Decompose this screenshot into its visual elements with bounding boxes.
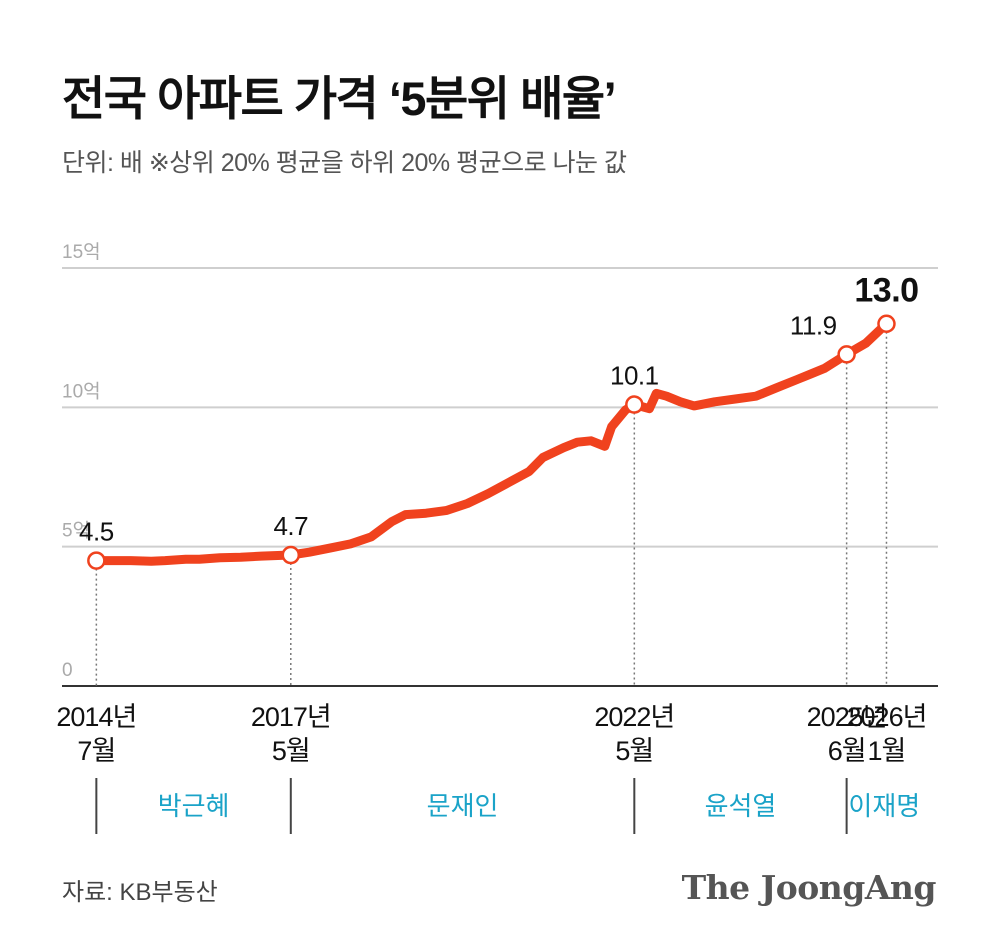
era-label: 윤석열 xyxy=(705,791,777,821)
x-tick-label: 2022년 xyxy=(594,702,674,732)
data-label: 4.7 xyxy=(273,511,308,541)
x-tick-label: 2014년 xyxy=(56,702,136,732)
series-line xyxy=(91,319,891,566)
y-tick-label: 0 xyxy=(62,660,73,681)
x-tick-label: 2026년 xyxy=(847,702,927,732)
x-tick-label: 5월 xyxy=(615,736,653,766)
era-label: 이재명 xyxy=(848,791,920,821)
x-tick-label: 2017년 xyxy=(251,702,331,732)
y-tick-label: 10억 xyxy=(62,380,101,402)
x-tick-label: 5월 xyxy=(272,736,310,766)
data-label: 11.9 xyxy=(790,310,837,340)
x-tick-label: 7월 xyxy=(77,736,115,766)
chart-title: 전국 아파트 가격 ‘5분위 배율’ xyxy=(62,72,617,125)
x-tick-label: 1월 xyxy=(868,736,906,766)
era-label: 문재인 xyxy=(427,791,499,821)
data-point xyxy=(625,395,644,414)
x-tick-label: 2025년 xyxy=(807,702,887,732)
data-point xyxy=(87,551,106,570)
data-point xyxy=(281,545,301,565)
source-note: 자료: KB부동산 xyxy=(62,879,218,906)
data-label: 4.5 xyxy=(79,517,114,547)
y-tick-label: 15억 xyxy=(62,241,101,263)
data-label: 10.1 xyxy=(610,361,659,391)
data-label: 13.0 xyxy=(854,272,918,310)
y-tick-label: 5억 xyxy=(62,520,90,542)
chart-subtitle: 단위: 배 ※상위 20% 평균을 하위 20% 평균으로 나눈 값 xyxy=(62,149,627,177)
publisher-logo: The JoongAng xyxy=(681,868,937,907)
data-point xyxy=(877,314,896,333)
x-tick-label: 6월 xyxy=(828,736,866,766)
era-label: 박근혜 xyxy=(158,791,230,821)
data-point xyxy=(837,345,856,364)
